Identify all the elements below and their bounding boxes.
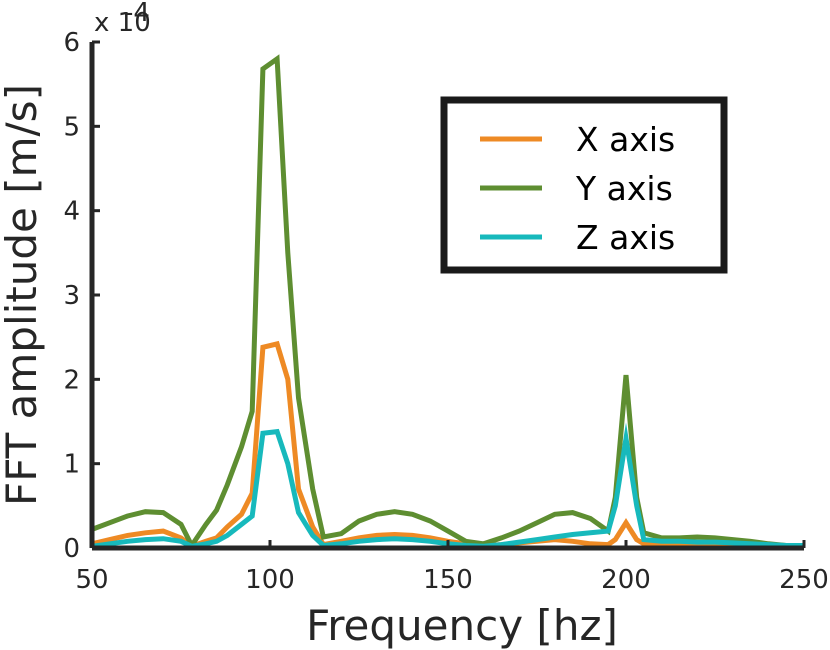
x-tick-label: 250 [779,565,829,595]
legend-items: X axis Y axis Z axis [480,120,675,257]
series-layer [91,54,805,551]
legend-label-2: Y axis [575,169,673,208]
x-axis-label: Frequency [hz] [306,601,618,650]
legend-label-3: Z axis [576,218,675,257]
y-tick-label: 0 [63,534,80,564]
y-tick-label: 6 [63,28,80,58]
y-tick-label: 3 [63,281,80,311]
y-tick-label: 5 [63,112,80,142]
y-tick-label: 1 [63,450,80,480]
x-tick-label: 150 [423,565,473,595]
ticks-layer: 50 100 150 200 250 0 1 2 3 4 5 6 [63,28,828,595]
legend-label-1: X axis [576,120,675,159]
series-line-3 [91,422,804,549]
legend: X axis Y axis Z axis [440,96,728,274]
series-line-2 [91,54,805,551]
legend-box [440,96,728,274]
x-tick-label: 50 [75,565,108,595]
y-tick-label: 2 [63,365,80,395]
x-tick-label: 200 [601,565,651,595]
y-multiplier-exponent: -4 [124,0,150,28]
x-tick-label: 100 [245,565,295,595]
y-multiplier-label: x 10 [94,8,151,38]
y-axis-label: FFT amplitude [m/s] [0,84,46,506]
y-tick-label: 4 [63,197,80,227]
series-line-1 [91,340,804,550]
